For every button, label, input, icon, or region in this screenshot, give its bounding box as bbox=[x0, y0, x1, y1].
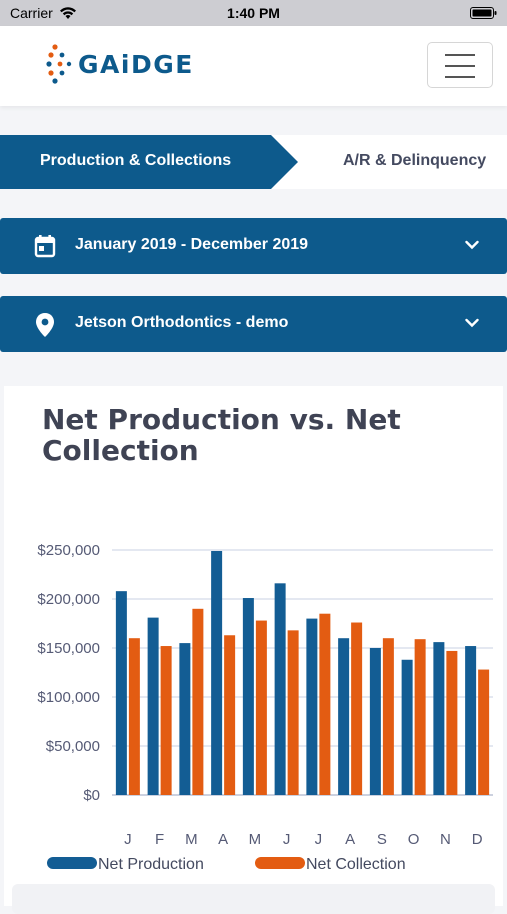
date-range-value: January 2019 - December 2019 bbox=[75, 236, 309, 253]
tab-arrow-shape bbox=[0, 135, 298, 189]
location-select[interactable]: Jetson Orthodontics - demo bbox=[0, 296, 507, 352]
x-tick-label: M bbox=[185, 831, 198, 848]
location-value: Jetson Orthodontics - demo bbox=[75, 314, 289, 331]
y-tick-label: $50,000 bbox=[46, 738, 100, 755]
net-collection-bar bbox=[192, 608, 204, 795]
net-collection-bar bbox=[287, 630, 299, 795]
net-production-bar bbox=[147, 617, 159, 795]
hamburger-menu-button[interactable] bbox=[427, 42, 493, 88]
carrier-label: Carrier bbox=[10, 5, 53, 21]
y-tick-label: $0 bbox=[83, 787, 100, 804]
x-tick-label: A bbox=[345, 831, 355, 848]
x-tick-label: A bbox=[218, 831, 228, 848]
x-tick-label: D bbox=[472, 831, 483, 848]
net-collection-bar bbox=[446, 650, 458, 795]
net-production-bar bbox=[274, 583, 286, 795]
net-production-bar bbox=[465, 646, 477, 795]
chart-title: Net Production vs. Net Collection bbox=[42, 403, 401, 467]
net-collection-bar bbox=[319, 613, 331, 795]
tab-ar-delinquency[interactable]: A/R & Delinquency bbox=[343, 152, 487, 169]
x-tick-label: F bbox=[155, 831, 164, 848]
x-tick-label: J bbox=[283, 831, 291, 848]
net-collection-bar bbox=[160, 646, 172, 795]
net-production-bar bbox=[115, 591, 127, 795]
legend-swatch-collection bbox=[255, 857, 305, 869]
chevron-down-icon bbox=[465, 318, 479, 328]
net-collection-bar bbox=[478, 669, 490, 795]
status-time: 1:40 PM bbox=[227, 5, 280, 21]
net-collection-bar bbox=[382, 638, 394, 795]
legend-label-production: Net Production bbox=[98, 856, 204, 873]
legend-swatch-production bbox=[47, 857, 97, 869]
y-tick-label: $150,000 bbox=[37, 640, 100, 657]
net-production-bar bbox=[369, 648, 381, 795]
net-production-bar bbox=[433, 642, 445, 795]
net-collection-bar bbox=[351, 622, 363, 795]
x-tick-label: O bbox=[408, 831, 420, 848]
app-header: GAiDGE bbox=[0, 26, 507, 106]
y-tick-label: $250,000 bbox=[37, 542, 100, 559]
net-production-bar bbox=[401, 659, 413, 795]
y-tick-label: $200,000 bbox=[37, 591, 100, 608]
y-tick-label: $100,000 bbox=[37, 689, 100, 706]
net-production-bar bbox=[242, 598, 254, 795]
x-tick-label: S bbox=[377, 831, 387, 848]
next-card bbox=[12, 884, 495, 914]
chart-card: Net Production vs. Net Collection $0 $50,… bbox=[4, 386, 503, 906]
legend-label-collection: Net Collection bbox=[306, 856, 406, 873]
battery-icon bbox=[470, 7, 497, 19]
net-collection-bar bbox=[128, 638, 140, 795]
x-tick-label: J bbox=[315, 831, 323, 848]
tab-production-collections-label: Production & Collections bbox=[40, 152, 232, 169]
net-collection-bar bbox=[255, 620, 267, 795]
net-production-bar bbox=[338, 638, 350, 795]
menu-line-icon bbox=[445, 54, 475, 56]
status-bar: Carrier 1:40 PM bbox=[0, 0, 507, 26]
location-pin-icon bbox=[36, 313, 54, 337]
net-production-bar bbox=[306, 618, 318, 795]
wifi-icon bbox=[59, 6, 76, 19]
date-range-select[interactable]: January 2019 - December 2019 bbox=[0, 218, 507, 274]
logo-dots-icon bbox=[46, 44, 72, 84]
menu-line-icon bbox=[445, 76, 475, 78]
bar-chart: $0 $50,000 $100,000 $150,000 $200,000 $250,00… bbox=[37, 542, 493, 873]
x-tick-label: M bbox=[249, 831, 262, 848]
x-tick-label: J bbox=[124, 831, 132, 848]
logo-text: GAiDGE bbox=[78, 49, 194, 79]
menu-line-icon bbox=[445, 65, 475, 67]
tab-production-collections[interactable]: Production & Collections bbox=[0, 135, 298, 189]
chevron-down-icon bbox=[465, 240, 479, 250]
net-collection-bar bbox=[224, 635, 236, 795]
calendar-icon bbox=[34, 235, 56, 258]
gaidge-logo[interactable]: GAiDGE bbox=[46, 44, 194, 84]
net-collection-bar bbox=[414, 639, 426, 795]
net-production-bar bbox=[179, 643, 191, 795]
x-tick-label: N bbox=[440, 831, 451, 848]
report-tabs: Production & Collections A/R & Delinquen… bbox=[0, 135, 507, 189]
net-production-bar bbox=[211, 550, 223, 795]
carrier-info: Carrier bbox=[10, 5, 77, 21]
